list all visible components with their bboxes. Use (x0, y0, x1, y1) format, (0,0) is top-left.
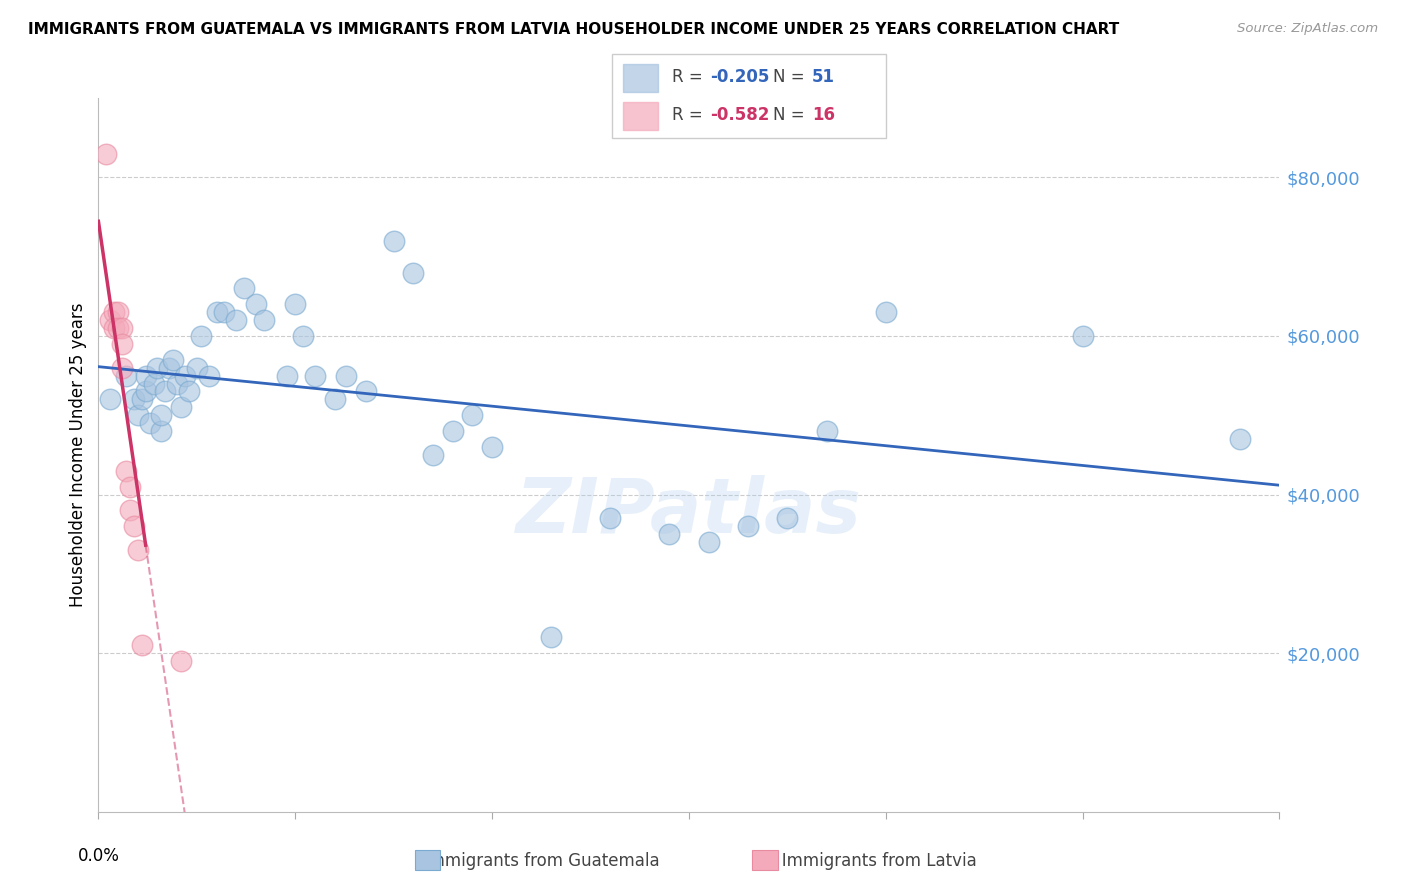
Point (157, 360, 180, 375)
Point (131, 638, 153, 652)
Point (205, 305, 228, 319)
Point (155, 384, 177, 399)
Point (382, 234, 405, 248)
Point (98, 313, 121, 327)
Point (96, 146, 118, 161)
Text: -0.205: -0.205 (710, 69, 769, 87)
Point (135, 384, 157, 399)
Point (245, 297, 267, 311)
Point (335, 368, 357, 383)
Point (127, 543, 149, 558)
Point (737, 519, 759, 533)
Point (658, 527, 681, 541)
Point (1229, 432, 1251, 446)
Text: Source: ZipAtlas.com: Source: ZipAtlas.com (1237, 22, 1378, 36)
Point (422, 448, 444, 462)
Point (115, 368, 138, 383)
Point (354, 384, 377, 399)
Point (111, 321, 134, 335)
Point (233, 281, 256, 295)
Text: 16: 16 (811, 106, 835, 124)
Point (118, 480, 141, 494)
Point (1071, 329, 1094, 343)
Point (162, 352, 184, 367)
Text: R =: R = (672, 106, 709, 124)
Point (103, 321, 125, 335)
Text: N =: N = (773, 106, 810, 124)
Point (111, 360, 134, 375)
Point (190, 329, 212, 343)
Point (131, 392, 153, 407)
Point (276, 368, 298, 383)
Point (402, 266, 425, 280)
Point (481, 440, 503, 454)
Point (111, 337, 134, 351)
Point (304, 368, 326, 383)
Point (323, 392, 346, 407)
Text: Immigrants from Latvia: Immigrants from Latvia (766, 852, 977, 870)
Point (135, 368, 157, 383)
Text: Immigrants from Guatemala: Immigrants from Guatemala (409, 852, 659, 870)
Point (122, 392, 145, 407)
Point (115, 464, 138, 478)
Point (103, 305, 125, 319)
Point (150, 424, 173, 438)
Point (197, 368, 219, 383)
Point (253, 313, 276, 327)
Point (122, 519, 145, 533)
Point (599, 511, 621, 525)
Point (170, 654, 193, 668)
Point (776, 511, 799, 525)
Point (292, 329, 315, 343)
Point (174, 368, 197, 383)
Point (146, 360, 169, 375)
Point (142, 376, 165, 391)
Point (284, 297, 307, 311)
Point (107, 305, 129, 319)
Bar (623, 102, 658, 130)
Point (214, 305, 236, 319)
Point (98, 392, 121, 407)
Point (127, 409, 149, 423)
Text: 0.0%: 0.0% (77, 847, 120, 865)
Text: R =: R = (672, 69, 709, 87)
Text: IMMIGRANTS FROM GUATEMALA VS IMMIGRANTS FROM LATVIA HOUSEHOLDER INCOME UNDER 25 : IMMIGRANTS FROM GUATEMALA VS IMMIGRANTS … (28, 22, 1119, 37)
Text: ZIPatlas: ZIPatlas (516, 475, 862, 549)
Text: 51: 51 (811, 69, 835, 87)
Point (177, 384, 200, 399)
Point (875, 305, 897, 319)
Y-axis label: Householder Income Under 25 years: Householder Income Under 25 years (69, 302, 87, 607)
Point (150, 409, 173, 423)
Point (138, 416, 160, 430)
Point (697, 535, 720, 549)
Text: -0.582: -0.582 (710, 106, 769, 124)
Point (225, 313, 247, 327)
Bar (623, 63, 658, 92)
Point (107, 321, 129, 335)
Point (441, 424, 464, 438)
Point (461, 409, 484, 423)
Point (540, 630, 562, 644)
Text: N =: N = (773, 69, 810, 87)
Point (186, 360, 208, 375)
Point (815, 424, 838, 438)
Point (118, 503, 141, 517)
Point (166, 376, 188, 391)
Point (170, 401, 193, 415)
